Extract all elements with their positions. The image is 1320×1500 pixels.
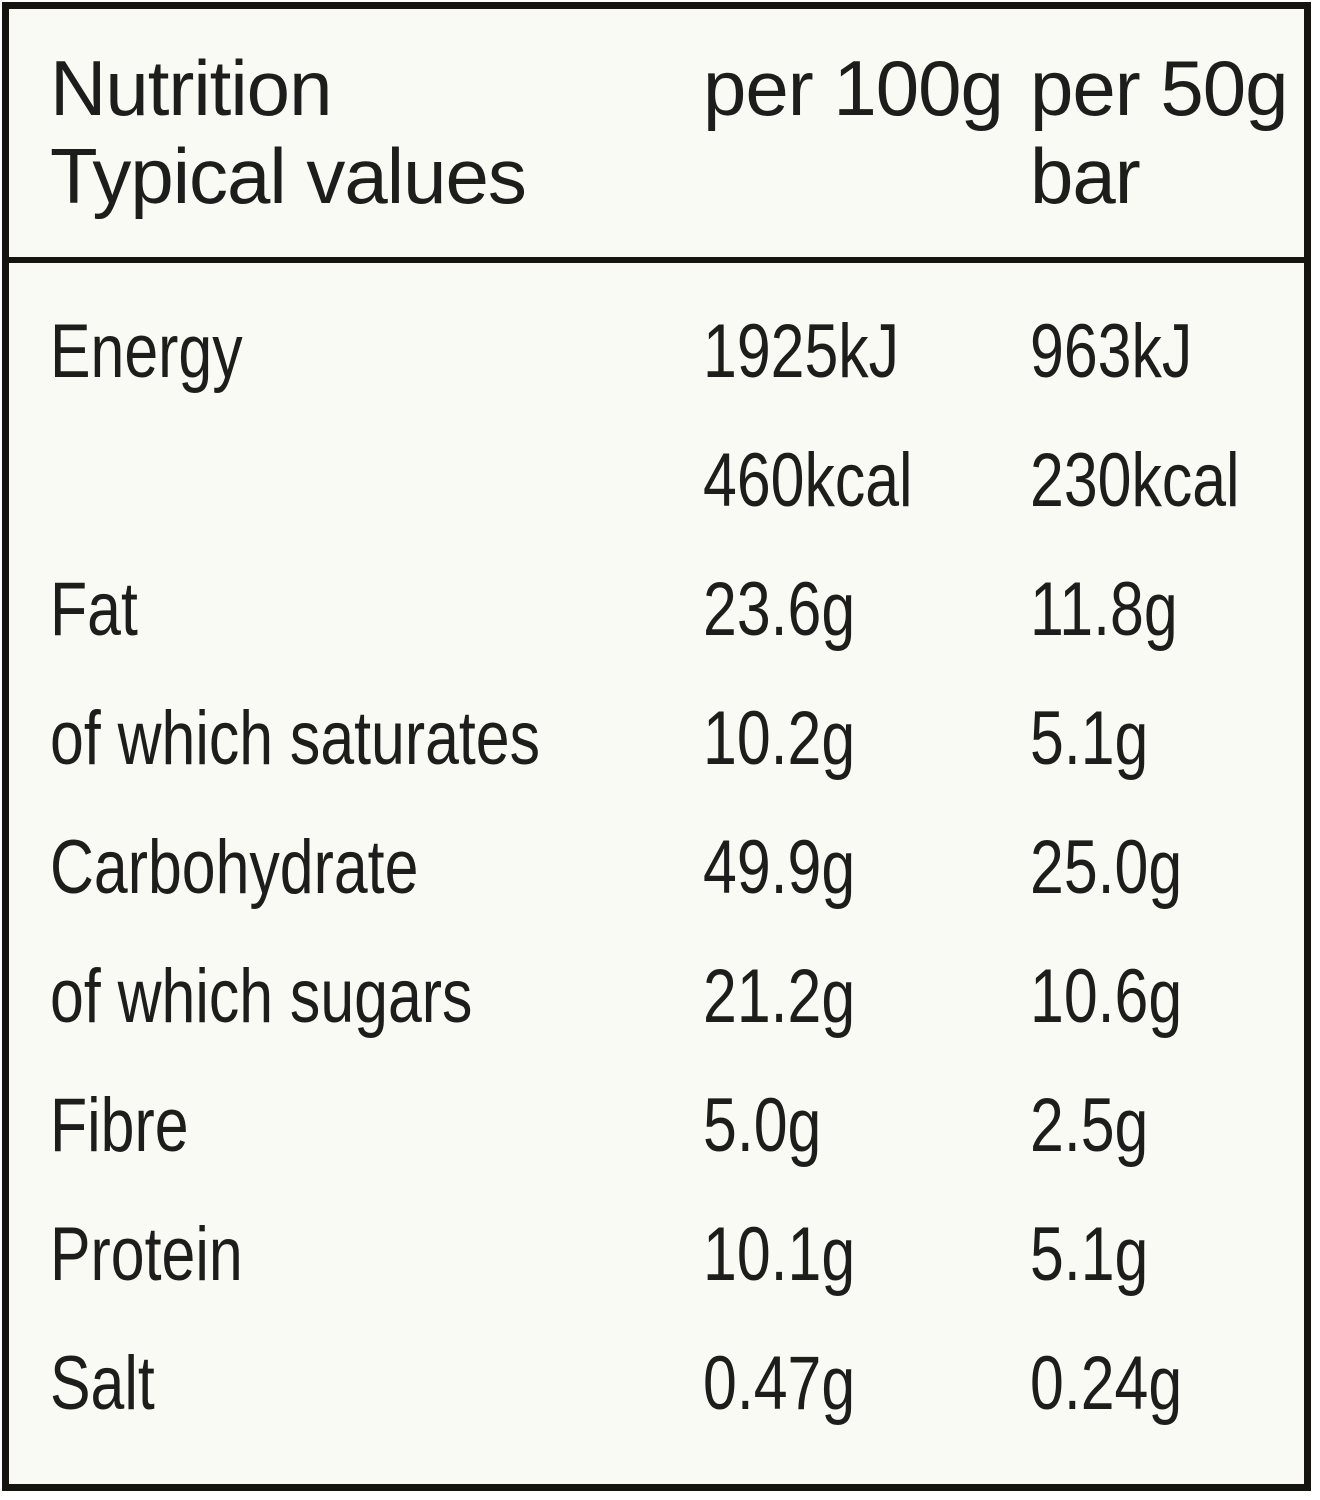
row-label: Protein xyxy=(50,1212,243,1297)
row-value-per-50g: 5.1g xyxy=(1030,1212,1149,1297)
row-value-per-100g: 21.2g xyxy=(703,954,856,1039)
header-title-line2: Typical values xyxy=(50,132,527,220)
row-value-per-50g: 10.6g xyxy=(1030,954,1183,1039)
table-row-salt: Salt 0.47g 0.24g xyxy=(50,1340,1294,1469)
row-value-per-100g: 0.47g xyxy=(703,1341,856,1426)
table-row-fibre: Fibre 5.0g 2.5g xyxy=(50,1082,1294,1211)
row-value-per-50g: 0.24g xyxy=(1030,1341,1183,1426)
header-title: Nutrition Typical values xyxy=(50,44,703,220)
table-row-energy-kcal: 460kcal 230kcal xyxy=(50,437,1294,566)
row-value-per-50g: 230kcal xyxy=(1030,438,1240,523)
row-label: Energy xyxy=(50,309,243,394)
row-value-per-50g: 5.1g xyxy=(1030,696,1149,781)
row-label: Carbohydrate xyxy=(50,825,419,910)
table-body: Energy 1925kJ 963kJ 460kcal 230kcal Fat … xyxy=(9,263,1304,1469)
row-value-per-50g: 2.5g xyxy=(1030,1083,1149,1168)
table-row-energy-kj: Energy 1925kJ 963kJ xyxy=(50,308,1294,437)
table-row-fat: Fat 23.6g 11.8g xyxy=(50,566,1294,695)
row-value-per-100g: 460kcal xyxy=(703,438,913,523)
row-value-per-50g: 963kJ xyxy=(1030,309,1193,394)
row-label: of which saturates xyxy=(50,696,541,781)
row-label: Fat xyxy=(50,567,138,652)
row-value-per-50g: 11.8g xyxy=(1030,567,1178,652)
table-header: Nutrition Typical values per 100g per 50… xyxy=(9,9,1304,257)
row-value-per-100g: 10.1g xyxy=(703,1212,856,1297)
row-value-per-100g: 1925kJ xyxy=(703,309,900,394)
table-row-saturates: of which saturates 10.2g 5.1g xyxy=(50,695,1294,824)
row-value-per-100g: 23.6g xyxy=(703,567,856,652)
header-divider xyxy=(9,257,1304,263)
header-title-line1: Nutrition xyxy=(50,44,332,132)
row-value-per-100g: 5.0g xyxy=(703,1083,822,1168)
row-label: Fibre xyxy=(50,1083,189,1168)
row-label: of which sugars xyxy=(50,954,473,1039)
header-col-per-50g: per 50g bar xyxy=(1030,44,1294,220)
row-value-per-100g: 10.2g xyxy=(703,696,856,781)
row-value-per-100g: 49.9g xyxy=(703,825,856,910)
table-row-protein: Protein 10.1g 5.1g xyxy=(50,1211,1294,1340)
row-label: Salt xyxy=(50,1341,155,1426)
header-col-per-100g: per 100g xyxy=(703,44,1004,132)
row-value-per-50g: 25.0g xyxy=(1030,825,1183,910)
table-row-carbohydrate: Carbohydrate 49.9g 25.0g xyxy=(50,824,1294,953)
header-col-per-50g-unit: bar xyxy=(1030,132,1141,220)
table-row-sugars: of which sugars 21.2g 10.6g xyxy=(50,953,1294,1082)
